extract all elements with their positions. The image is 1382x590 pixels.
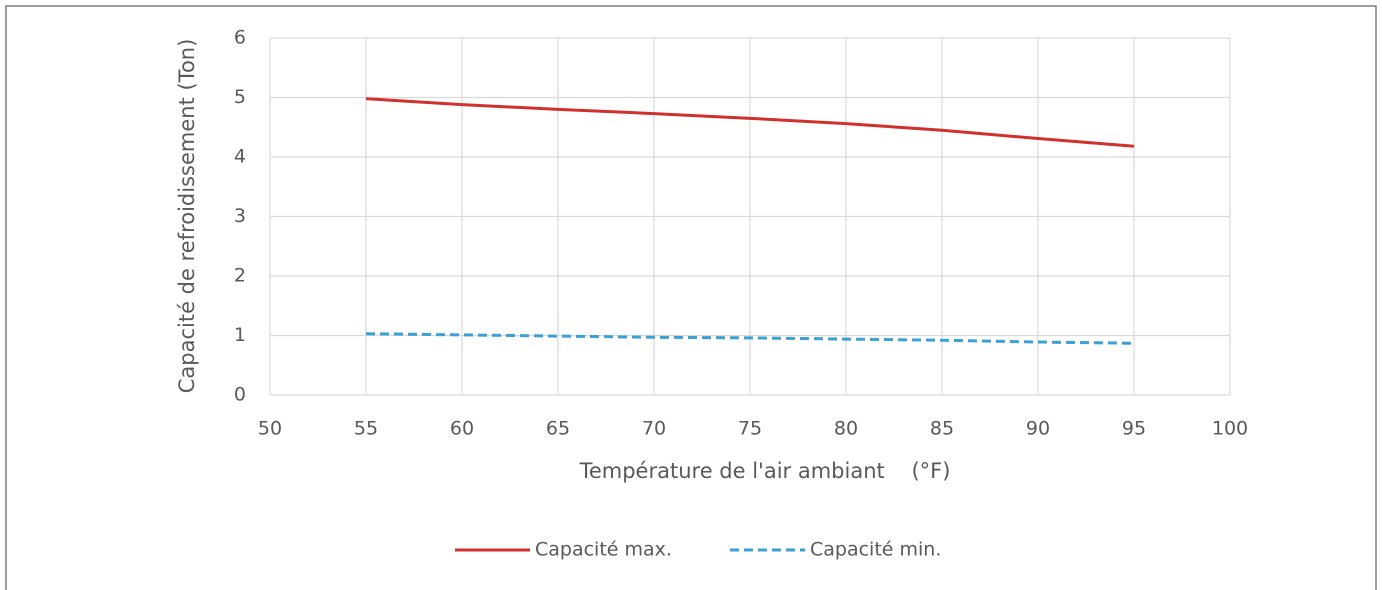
x-tick-label: 50 — [258, 418, 282, 440]
x-tick-label: 75 — [738, 418, 762, 440]
chart-frame — [5, 5, 1377, 590]
x-tick-label: 55 — [354, 418, 378, 440]
y-tick-label: 3 — [234, 205, 246, 227]
y-tick-label: 4 — [234, 146, 246, 168]
x-tick-label: 60 — [450, 418, 474, 440]
x-tick-label: 65 — [546, 418, 570, 440]
x-tick-label: 70 — [642, 418, 666, 440]
x-tick-label: 90 — [1026, 418, 1050, 440]
data-line — [365, 97, 1135, 148]
x-axis-label: Température de l'air ambiant (°F) — [579, 459, 951, 483]
x-tick-label: 100 — [1212, 418, 1248, 440]
y-tick-label: 0 — [234, 384, 246, 406]
y-tick-label: 5 — [234, 86, 246, 108]
legend-label: Capacité max. — [535, 539, 672, 561]
x-tick-label: 85 — [930, 418, 954, 440]
x-tick-label: 80 — [834, 418, 858, 440]
y-tick-label: 1 — [234, 324, 246, 346]
y-axis-label: Capacité de refroidissement (Ton) — [175, 39, 199, 394]
x-tick-label: 95 — [1122, 418, 1146, 440]
y-tick-label: 2 — [234, 265, 246, 287]
legend-label: Capacité min. — [810, 539, 941, 561]
data-line — [365, 332, 1135, 345]
y-tick-label: 6 — [234, 27, 246, 49]
